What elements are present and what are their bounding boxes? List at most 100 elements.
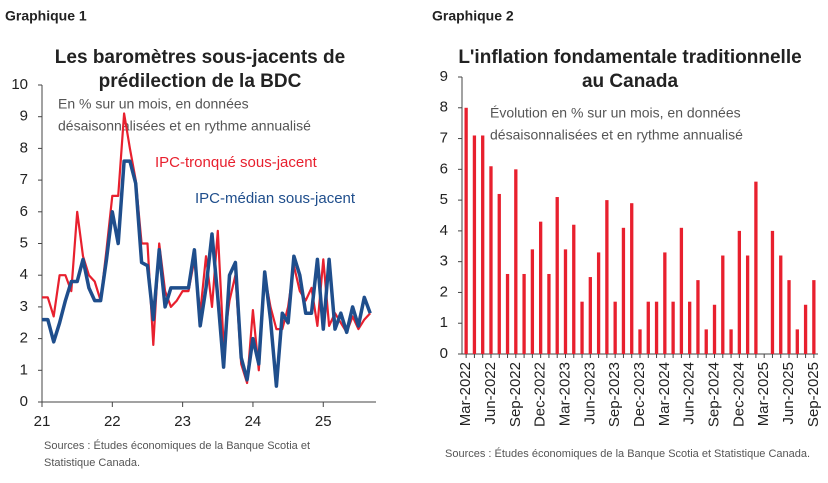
bar [696,280,700,354]
bar [754,181,758,354]
y-tick-label: 8 [440,99,448,116]
bar [663,252,667,354]
bar [555,197,559,354]
source: Statistique Canada. [44,457,140,469]
bar [803,304,808,354]
bar [721,255,725,354]
bar [688,301,692,354]
y-tick-label: 4 [440,222,448,239]
bar [704,329,708,354]
bar [654,301,659,354]
subtitle: désaisonnalisées et en rythme annualisé [490,127,743,143]
bar [489,166,493,354]
x-tick-label: Sep-2024 [705,362,722,427]
x-tick-label: Mar-2024 [656,362,673,426]
bar [737,230,742,354]
y-tick-label: 4 [20,266,28,283]
y-tick-label: 5 [440,191,448,208]
y-tick-label: 2 [440,283,448,300]
bar [621,227,626,354]
subtitle: En % sur un mois, en données [58,96,249,112]
bar [530,249,535,354]
bar [671,301,675,354]
series-line [42,112,372,385]
bar [588,277,592,354]
bar [787,280,791,354]
bar [646,301,650,354]
y-tick-label: 0 [440,345,448,362]
chart-title: prédilection de la BDC [99,71,302,92]
y-tick-label: 1 [440,314,448,331]
series-label: IPC-tronqué sous-jacent [155,154,318,171]
x-tick-label: Jun-2023 [581,362,598,425]
y-tick-label: 0 [20,393,28,410]
bar [481,135,485,354]
x-tick-label: Dec-2022 [532,362,549,427]
x-tick-label: 25 [315,413,332,430]
source: Sources : Études économiques de la Banqu… [445,447,810,460]
y-tick-label: 8 [20,139,28,156]
subtitle: désaisonnalisées et en rythme annualisé [58,118,311,134]
chart-title: L'inflation fondamentale traditionnelle [458,47,801,68]
bar [770,230,775,354]
y-tick-label: 5 [20,234,28,251]
bar [538,221,543,354]
x-tick-label: Mar-2022 [457,362,474,426]
y-tick-label: 2 [20,330,28,347]
y-tick-label: 6 [20,203,28,220]
bar [547,273,551,354]
chart-title: au Canada [582,71,679,92]
bar [563,249,568,354]
bar [497,193,501,354]
bar [472,135,477,354]
bar [605,200,609,354]
x-tick-label: Sep-2025 [805,362,822,427]
figure-label: Graphique 1 [5,8,87,24]
y-tick-label: 1 [20,361,28,378]
bar [779,255,783,354]
bar [580,301,584,354]
x-tick-label: Jun-2022 [482,362,499,425]
y-tick-label: 7 [20,171,28,188]
subtitle: Évolution en % sur un mois, en données [490,105,741,121]
bar [522,273,526,354]
x-tick-label: 21 [34,413,51,430]
y-tick-label: 7 [440,130,448,147]
bar [679,227,684,354]
y-tick-label: 6 [440,160,448,177]
x-tick-label: 23 [174,413,191,430]
bar [812,280,816,354]
bar [613,301,617,354]
bar [630,203,634,354]
figure-label: Graphique 2 [432,8,514,24]
bar [638,329,642,354]
bar [514,169,518,354]
bar [795,329,799,354]
x-tick-label: Mar-2023 [556,362,573,426]
x-tick-label: Sep-2023 [606,362,623,427]
series-label: IPC-médian sous-jacent [195,190,356,207]
bar [712,304,717,354]
x-tick-label: Mar-2025 [755,362,772,426]
y-tick-label: 9 [440,68,448,85]
chart-title: Les baromètres sous-jacents de [55,47,345,68]
source: Sources : Études économiques de la Banqu… [44,439,310,452]
x-tick-label: Jun-2025 [780,362,797,425]
series-line [42,159,372,388]
y-tick-label: 9 [20,108,28,125]
y-tick-label: 3 [440,253,448,270]
x-tick-label: 24 [245,413,262,430]
y-tick-label: 10 [11,76,28,93]
bar [745,255,750,354]
bar [464,107,468,355]
bar [596,252,601,354]
x-tick-label: 22 [104,413,121,430]
bar [572,224,576,354]
bar [729,329,733,354]
bar [505,273,510,354]
x-tick-label: Jun-2024 [681,362,698,425]
x-tick-label: Sep-2022 [507,362,524,427]
x-tick-label: Dec-2024 [730,362,747,427]
y-tick-label: 3 [20,298,28,315]
